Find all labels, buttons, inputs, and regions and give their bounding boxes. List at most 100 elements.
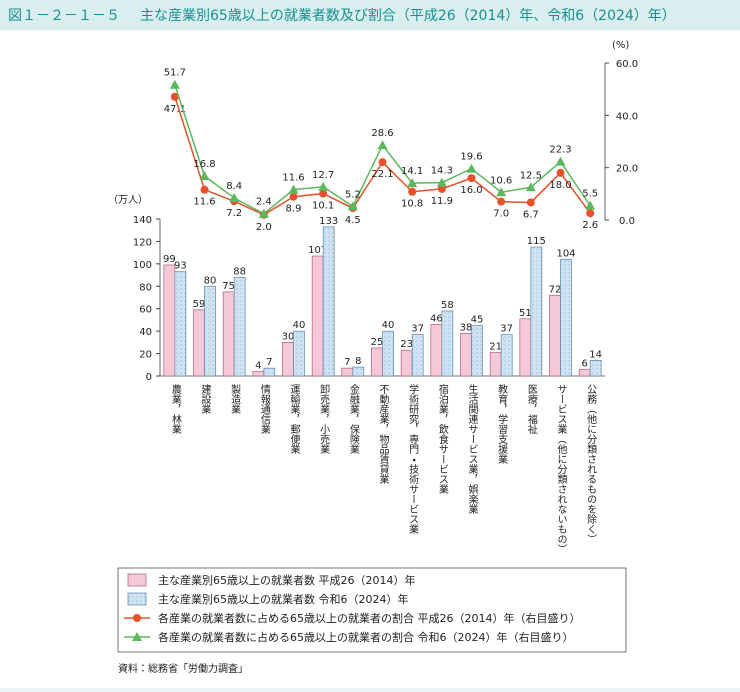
marker: [497, 197, 506, 206]
bar-label: 7: [344, 357, 350, 368]
bar: [400, 349, 413, 377]
x-tick-label: 公務（他に分類されるものを除く）: [585, 384, 597, 544]
bar: [352, 366, 365, 377]
bar-label: 72: [549, 284, 562, 295]
point-label: 5.5: [582, 189, 598, 200]
bar: [163, 264, 176, 377]
x-tick-label: 建設業: [199, 384, 211, 415]
x-tick-label: 教育，学習支援業: [496, 383, 508, 465]
bar: [578, 368, 591, 377]
y-tick-label: 120: [133, 237, 152, 248]
point-label: 11.6: [193, 197, 215, 208]
bar: [263, 367, 276, 377]
y-tick-label: 0: [146, 372, 152, 383]
point-label: 19.6: [460, 152, 482, 163]
bar-label: 58: [441, 300, 454, 311]
y2-tick-label: 20.0: [616, 164, 638, 175]
point-label: 28.6: [371, 128, 393, 139]
bar-label: 6: [581, 358, 587, 369]
bar: [589, 359, 602, 377]
point-label: 11.6: [282, 173, 304, 184]
bar-label: 30: [282, 331, 295, 342]
marker: [200, 185, 209, 194]
bar: [322, 226, 335, 377]
bar: [222, 291, 235, 377]
bar-label: 107: [308, 245, 327, 256]
marker: [378, 158, 387, 167]
marker: [585, 200, 596, 210]
marker: [556, 168, 565, 177]
bar: [519, 318, 532, 377]
bar: [500, 334, 513, 377]
figure-label: 図１－２－１－５: [8, 8, 120, 24]
y-tick-label: 40: [139, 327, 152, 338]
point-label: 16.8: [193, 159, 215, 170]
legend-label: 各産業の就業者数に占める65歳以上の就業者の割合 平成26（2014）年（右目盛…: [158, 611, 580, 625]
bar-label: 7: [266, 357, 272, 368]
point-label: 12.5: [520, 170, 542, 181]
legend-swatch: [127, 573, 147, 587]
bar-label: 80: [204, 275, 217, 286]
point-label: 16.0: [460, 185, 482, 196]
marker: [347, 201, 358, 211]
bar-label: 4: [255, 361, 261, 372]
marker: [258, 208, 269, 218]
y2-tick-label: 0.0: [619, 216, 635, 227]
y2-tick-label: 60.0: [616, 59, 638, 70]
x-tick-label: 不動産業，物品賃貸業: [377, 384, 389, 485]
point-label: 51.7: [164, 68, 186, 79]
bar-label: 88: [233, 266, 246, 277]
marker: [229, 193, 240, 203]
point-label: 22.3: [549, 145, 571, 156]
marker: [467, 174, 476, 183]
marker: [525, 182, 536, 192]
bar: [282, 342, 294, 377]
bar: [430, 324, 443, 377]
point-label: 8.9: [286, 204, 302, 215]
bar: [382, 330, 394, 377]
bar: [293, 330, 305, 377]
point-label: 2.6: [582, 220, 598, 231]
marker: [586, 209, 595, 218]
point-label: 10.6: [490, 175, 512, 186]
bar: [460, 333, 472, 377]
legend-label: 各産業の就業者数に占める65歳以上の就業者の割合 令和6（2024）年（右目盛り…: [158, 630, 573, 644]
bar-label: 21: [489, 341, 502, 352]
bar-label: 133: [319, 216, 338, 227]
point-label: 2.0: [256, 222, 272, 233]
y2-tick-label: 40.0: [616, 111, 638, 122]
bar-label: 8: [355, 356, 361, 367]
bar-label: 40: [293, 320, 306, 331]
marker: [526, 198, 535, 207]
marker: [199, 171, 210, 181]
point-label: 6.7: [523, 209, 539, 220]
bar-label: 38: [460, 322, 473, 333]
point-label: 47.1: [164, 104, 186, 115]
point-label: 4.5: [345, 215, 361, 226]
marker: [288, 184, 299, 194]
x-tick-label: 生活関連サービス業，娯楽業: [466, 383, 478, 515]
point-label: 2.4: [256, 197, 272, 208]
point-label: 12.7: [312, 170, 334, 181]
legend-marker: [133, 614, 141, 622]
point-label: 10.1: [312, 201, 334, 212]
bar-label: 23: [400, 339, 413, 350]
marker: [318, 181, 329, 191]
point-label: 7.0: [493, 209, 509, 220]
bar: [489, 352, 502, 377]
marker: [496, 187, 507, 197]
point-label: 7.2: [226, 208, 242, 219]
x-tick-label: 情報通信業: [258, 383, 270, 435]
bar-label: 59: [193, 299, 206, 310]
y-tick-label: 80: [139, 282, 152, 293]
marker: [319, 189, 328, 198]
bar: [471, 325, 483, 377]
bar-label: 14: [589, 349, 602, 360]
x-tick-label: 医療，福祉: [525, 384, 537, 434]
legend: [117, 567, 627, 653]
point-label: 8.4: [226, 181, 242, 192]
x-tick-label: 金融業，保険業: [347, 383, 359, 455]
x-tick-label: 運輸業，郵便業: [288, 384, 300, 455]
